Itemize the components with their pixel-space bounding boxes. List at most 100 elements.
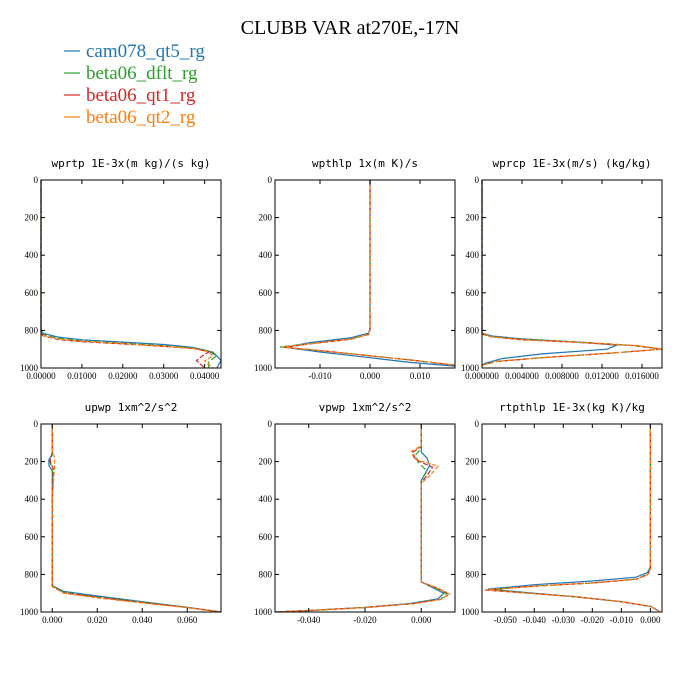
x-tick-label: 0.03000 [149, 371, 179, 381]
y-tick-label: 800 [259, 569, 273, 579]
chart-panel: vpwp 1xm^2/s^2 0 200 400 600 800 1000 -0.040 -0.… [254, 401, 456, 625]
y-tick-label: 400 [466, 250, 480, 260]
y-tick-label: 1000 [461, 607, 480, 617]
series-line [40, 180, 214, 369]
y-tick-label: 200 [259, 213, 273, 223]
y-tick-label: 800 [25, 325, 39, 335]
y-tick-label: 400 [259, 494, 273, 504]
figure-title: CLUBB VAR at270E,-17N [241, 17, 460, 39]
x-tick-label: 0.01000 [67, 371, 97, 381]
y-tick-label: 0 [475, 175, 480, 185]
x-tick-label: 0.000000 [465, 371, 499, 381]
series-line [282, 180, 456, 366]
series-line [51, 424, 222, 613]
x-tick-label: 0.020 [87, 615, 108, 625]
series-line [486, 424, 660, 612]
chart-panel: wprcp 1E-3x(m/s) (kg/kg) 0 200 400 600 800 100… [461, 157, 663, 381]
x-tick-label: -0.050 [494, 615, 518, 625]
panel-title: wpthlp 1x(m K)/s [312, 157, 418, 170]
y-tick-label: 1000 [461, 363, 480, 373]
plot-frame [40, 179, 222, 369]
chart-panel: wprtp 1E-3x(m kg)/(s kg) 0 200 400 600 800 100… [20, 157, 222, 381]
x-tick-label: 0.040 [132, 615, 153, 625]
x-tick-label: 0.000 [411, 615, 432, 625]
plot-frame [274, 423, 456, 613]
series-line [484, 424, 660, 612]
y-tick-label: 200 [25, 213, 39, 223]
series-line [49, 424, 222, 613]
y-tick-label: 0 [34, 175, 39, 185]
panel-title: rtpthlp 1E-3x(kg K)/kg [499, 401, 645, 414]
y-tick-label: 1000 [254, 363, 273, 373]
legend-label: beta06_qt1_rg [86, 85, 196, 106]
y-tick-label: 0 [475, 419, 480, 429]
x-tick-label: -0.030 [552, 615, 576, 625]
panel-title: upwp 1xm^2/s^2 [85, 401, 178, 414]
y-tick-label: 1000 [20, 607, 39, 617]
y-tick-label: 600 [25, 288, 39, 298]
chart-panel: wpthlp 1x(m K)/s 0 200 400 600 800 1000 -0.010 0… [254, 157, 456, 381]
y-tick-label: 1000 [254, 607, 273, 617]
x-tick-label: -0.040 [297, 615, 321, 625]
series-line [49, 424, 222, 613]
series-line [40, 180, 222, 369]
x-tick-label: 0.04000 [190, 371, 220, 381]
y-tick-label: 600 [466, 532, 480, 542]
y-tick-label: 0 [268, 175, 273, 185]
panels: wprtp 1E-3x(m kg)/(s kg) 0 200 400 600 800 100… [20, 157, 663, 625]
y-tick-label: 0 [268, 419, 273, 429]
x-tick-label: 0.02000 [108, 371, 138, 381]
series-line [274, 424, 451, 613]
legend-entry: cam078_qt5_rg [64, 41, 205, 62]
plot-frame [274, 179, 456, 369]
x-tick-label: 0.060 [177, 615, 198, 625]
x-tick-label: -0.010 [610, 615, 634, 625]
y-tick-label: 0 [34, 419, 39, 429]
y-tick-label: 800 [466, 325, 480, 335]
y-tick-label: 800 [259, 325, 273, 335]
series-line [48, 424, 222, 613]
x-tick-label: 0.008000 [545, 371, 579, 381]
y-tick-label: 200 [25, 457, 39, 467]
x-tick-label: -0.040 [523, 615, 547, 625]
y-tick-label: 600 [259, 288, 273, 298]
series-line [279, 180, 456, 366]
y-tick-label: 200 [466, 457, 480, 467]
y-tick-label: 400 [466, 494, 480, 504]
legend-label: beta06_dflt_rg [86, 63, 198, 84]
series-line [490, 424, 660, 612]
x-tick-label: 0.000 [360, 371, 381, 381]
x-tick-label: 0.012000 [585, 371, 619, 381]
y-tick-label: 400 [259, 250, 273, 260]
x-tick-label: 0.016000 [625, 371, 659, 381]
y-tick-label: 400 [25, 494, 39, 504]
chart-panel: rtpthlp 1E-3x(kg K)/kg 0 200 400 600 800 1000 -… [461, 401, 663, 625]
y-tick-label: 200 [259, 457, 273, 467]
y-tick-label: 800 [466, 569, 480, 579]
panel-title: wprtp 1E-3x(m kg)/(s kg) [52, 157, 211, 170]
x-tick-label: 0.004000 [505, 371, 539, 381]
y-tick-label: 800 [25, 569, 39, 579]
x-tick-label: 0.00000 [26, 371, 56, 381]
legend-entry: beta06_qt1_rg [64, 85, 196, 106]
y-tick-label: 600 [259, 532, 273, 542]
x-tick-label: 0.010 [410, 371, 431, 381]
x-tick-label: -0.010 [308, 371, 332, 381]
series-line [40, 180, 218, 368]
plot-frame [40, 423, 222, 613]
legend-label: beta06_qt2_rg [86, 107, 196, 128]
y-tick-label: 600 [25, 532, 39, 542]
legend-entry: beta06_qt2_rg [64, 107, 196, 128]
y-tick-label: 400 [25, 250, 39, 260]
y-tick-label: 600 [466, 288, 480, 298]
plot-frame [481, 423, 663, 613]
series-line [274, 424, 451, 613]
x-tick-label: -0.020 [581, 615, 605, 625]
panel-title: wprcp 1E-3x(m/s) (kg/kg) [493, 157, 652, 170]
y-tick-label: 1000 [20, 363, 39, 373]
y-tick-label: 200 [466, 213, 480, 223]
series-line [40, 180, 211, 369]
legend-label: cam078_qt5_rg [86, 41, 205, 62]
